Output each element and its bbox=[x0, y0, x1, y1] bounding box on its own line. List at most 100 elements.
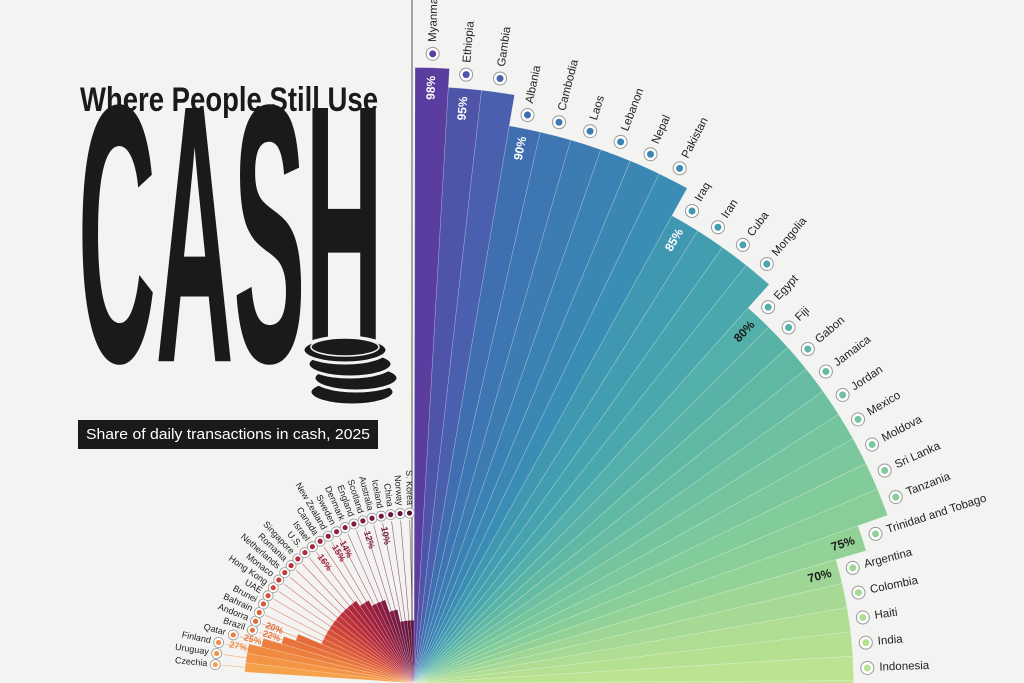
flag-center bbox=[785, 324, 793, 332]
leader-line bbox=[295, 570, 342, 614]
leader-line bbox=[323, 546, 363, 605]
value-label: 25% bbox=[243, 632, 263, 646]
flag-center bbox=[647, 150, 655, 158]
bar bbox=[413, 438, 867, 683]
bar bbox=[413, 89, 515, 683]
subtitle-box bbox=[78, 420, 378, 449]
flag-center bbox=[317, 538, 323, 544]
bar bbox=[413, 347, 807, 683]
flag-center bbox=[739, 241, 747, 249]
subtitle: Share of daily transactions in cash, 202… bbox=[86, 427, 370, 443]
flag-center bbox=[276, 577, 282, 583]
flag-center bbox=[282, 569, 288, 576]
flag-center bbox=[804, 345, 812, 353]
leader-line bbox=[409, 520, 413, 621]
flag-center bbox=[764, 303, 772, 311]
bar bbox=[413, 125, 541, 683]
flag-center bbox=[212, 661, 218, 668]
flag-center bbox=[496, 74, 504, 82]
bar bbox=[346, 603, 415, 683]
category-label: Gambia bbox=[496, 25, 514, 67]
bar bbox=[413, 559, 843, 683]
bar bbox=[413, 326, 789, 683]
category-label: Czechia bbox=[175, 655, 208, 668]
chart-title: Where People Still Use bbox=[80, 81, 378, 119]
bar bbox=[413, 583, 848, 683]
flag-center bbox=[256, 609, 262, 616]
bar bbox=[246, 643, 415, 683]
leader-line bbox=[347, 533, 379, 603]
leader-line bbox=[391, 521, 406, 621]
flag-center bbox=[295, 556, 301, 562]
bar bbox=[413, 488, 888, 683]
category-label: China bbox=[382, 483, 395, 508]
flag-center bbox=[854, 589, 862, 597]
bar bbox=[413, 390, 840, 683]
leader-line bbox=[239, 636, 263, 643]
bar bbox=[413, 67, 450, 683]
value-label: 27% bbox=[228, 639, 248, 652]
flag-center bbox=[429, 50, 437, 58]
category-label: Haiti bbox=[874, 607, 899, 622]
flag-center bbox=[523, 111, 531, 119]
bar bbox=[413, 131, 572, 683]
bar bbox=[413, 173, 688, 683]
bar bbox=[413, 160, 660, 683]
leader-line bbox=[356, 530, 384, 601]
flag-center bbox=[676, 164, 684, 172]
bar bbox=[413, 139, 602, 683]
leader-line bbox=[316, 552, 355, 603]
flag-center bbox=[351, 521, 357, 527]
flag-center bbox=[333, 529, 340, 535]
flag-center bbox=[872, 530, 880, 538]
leader-line bbox=[364, 527, 392, 612]
flag-center bbox=[868, 441, 876, 449]
flag-center bbox=[325, 533, 331, 539]
bar bbox=[413, 631, 854, 683]
flag-center bbox=[230, 632, 236, 638]
flag-center bbox=[406, 510, 413, 516]
flag-center bbox=[854, 415, 862, 423]
value-label: 98% bbox=[423, 75, 438, 100]
flag-center bbox=[215, 639, 222, 646]
bars bbox=[244, 67, 888, 683]
category-label: Indonesia bbox=[879, 660, 930, 674]
leader-line bbox=[400, 520, 410, 621]
value-label: 70% bbox=[806, 566, 833, 586]
bar bbox=[413, 215, 699, 683]
flag-center bbox=[763, 260, 771, 268]
flag-center bbox=[892, 493, 900, 501]
flag-center bbox=[462, 71, 470, 79]
leader-line bbox=[222, 664, 246, 668]
bar bbox=[413, 525, 867, 683]
leader-line bbox=[309, 557, 350, 607]
bar bbox=[413, 149, 631, 683]
category-label: India bbox=[877, 633, 904, 647]
leader-line bbox=[289, 576, 338, 618]
flag-center bbox=[688, 207, 696, 215]
flag-center bbox=[309, 544, 316, 550]
flag-center bbox=[342, 524, 348, 531]
bar bbox=[413, 414, 854, 683]
leader-line bbox=[269, 606, 326, 637]
flag-center bbox=[862, 639, 870, 647]
leader-line bbox=[331, 542, 367, 602]
flag-center bbox=[253, 618, 259, 624]
bar bbox=[388, 610, 415, 683]
bar bbox=[413, 655, 854, 683]
flag-center bbox=[288, 562, 294, 569]
flag-center bbox=[822, 368, 830, 376]
bar bbox=[342, 607, 415, 683]
flag-center bbox=[388, 512, 394, 518]
value-label: 95% bbox=[454, 96, 470, 121]
bar bbox=[410, 619, 415, 683]
flag-center bbox=[863, 664, 871, 672]
leader-line bbox=[262, 623, 298, 638]
leader-line bbox=[339, 537, 375, 605]
flag-center bbox=[369, 515, 375, 521]
leader-line bbox=[225, 643, 249, 649]
category-label: Norway bbox=[393, 475, 406, 507]
leader-line bbox=[258, 632, 283, 641]
